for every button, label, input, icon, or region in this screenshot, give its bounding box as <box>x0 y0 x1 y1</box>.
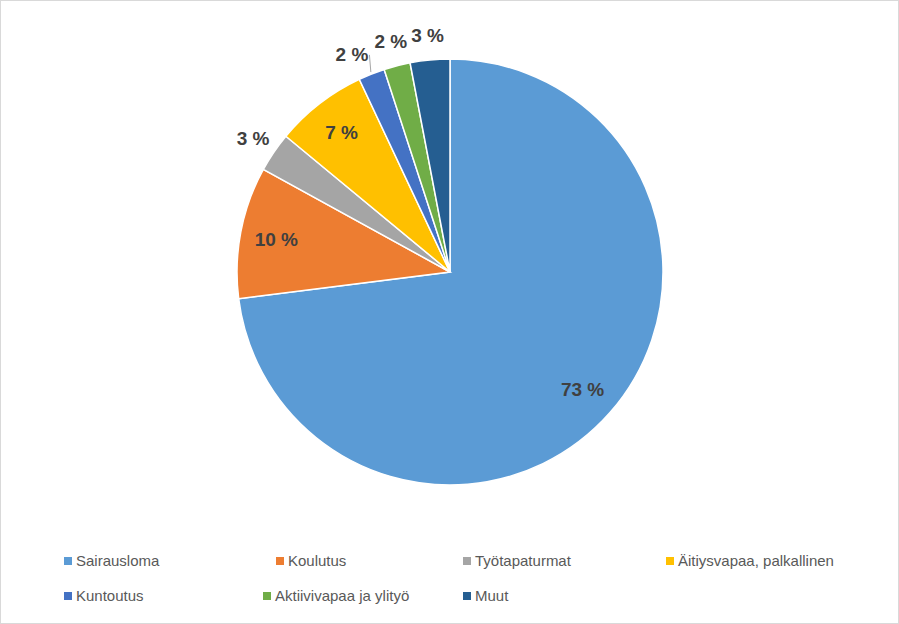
legend-label: Äitiysvapaa, palkallinen <box>678 552 834 569</box>
data-label: 3 % <box>411 25 444 46</box>
leader-line <box>369 55 370 72</box>
pie <box>237 59 663 485</box>
legend-swatch <box>276 557 284 565</box>
legend-item: Sairausloma <box>64 552 160 569</box>
legend-label: Aktiivivapaa ja ylityö <box>275 587 409 604</box>
legend-item: Kuntoutus <box>64 587 144 604</box>
chart: 73 %10 %7 %3 %2 %2 %3 %SairauslomaKoulut… <box>0 0 899 624</box>
data-label: 73 % <box>561 379 604 400</box>
data-label: 7 % <box>325 122 358 143</box>
data-label: 3 % <box>237 128 270 149</box>
pie-slice <box>410 59 450 272</box>
legend-item: Työtapaturmat <box>463 552 572 569</box>
legend-swatch <box>64 592 72 600</box>
chart-frame <box>1 1 899 624</box>
legend-label: Työtapaturmat <box>475 552 572 569</box>
data-label: 10 % <box>255 229 298 250</box>
legend-swatch <box>463 557 471 565</box>
legend-swatch <box>463 592 471 600</box>
legend-item: Muut <box>463 587 509 604</box>
legend-label: Koulutus <box>288 552 346 569</box>
legend-swatch <box>64 557 72 565</box>
data-label: 2 % <box>374 31 407 52</box>
legend-item: Koulutus <box>276 552 346 569</box>
legend-label: Muut <box>475 587 509 604</box>
legend-swatch <box>666 557 674 565</box>
legend-label: Sairausloma <box>76 552 160 569</box>
data-labels: 73 %10 %7 %3 %2 %2 %3 % <box>237 25 605 400</box>
legend: Sairausloma Koulutus Työtapaturmat Äitiysva… <box>64 552 834 604</box>
legend-item: Aktiivivapaa ja ylityö <box>263 587 409 604</box>
legend-swatch <box>263 592 271 600</box>
data-label: 2 % <box>336 44 369 65</box>
legend-label: Kuntoutus <box>76 587 144 604</box>
legend-item: Äitiysvapaa, palkallinen <box>666 552 834 569</box>
